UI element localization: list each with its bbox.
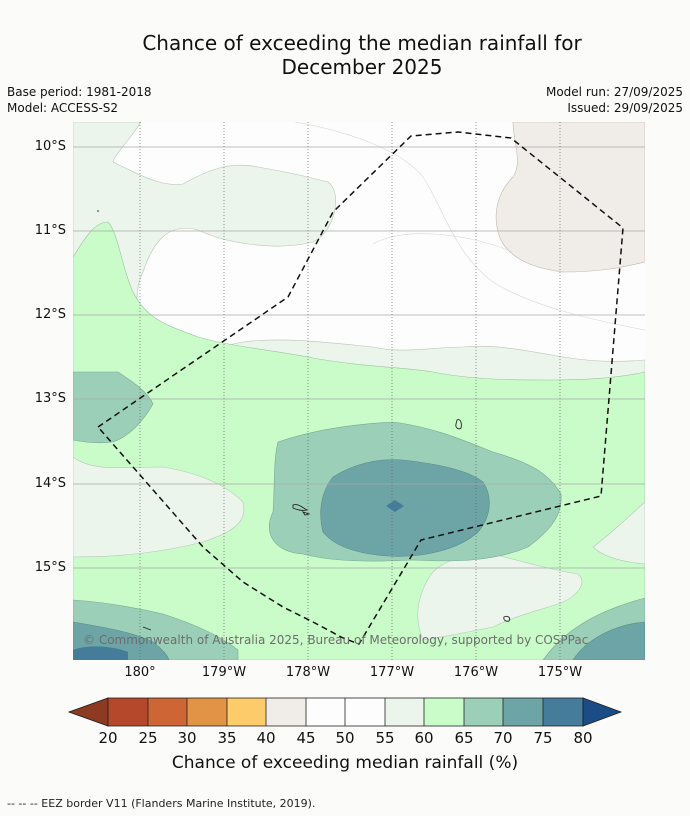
colorbar-tick: 55 xyxy=(375,729,395,747)
gridlines xyxy=(73,146,645,569)
rainfall-map xyxy=(73,122,645,660)
title-line-1: Chance of exceeding the median rainfall … xyxy=(142,31,582,55)
colorbar-tick: 70 xyxy=(493,729,513,747)
region-65-70-west xyxy=(73,371,154,444)
base-period: Base period: 1981-2018 xyxy=(7,85,152,99)
colorbar-tick: 20 xyxy=(98,729,118,747)
contour-line xyxy=(294,122,645,331)
colorbar-tick: 80 xyxy=(573,729,593,747)
lat-label-10s: 10°S xyxy=(34,139,66,154)
region-55-60-east xyxy=(592,501,645,565)
issued-date: Issued: 29/09/2025 xyxy=(567,101,683,115)
colorbar-tick: 35 xyxy=(217,729,237,747)
lat-label-15s: 15°S xyxy=(34,560,66,575)
colorbar-tick: 50 xyxy=(335,729,355,747)
colorbar-30-35 xyxy=(187,698,227,726)
colorbar-tick: 45 xyxy=(296,729,316,747)
colorbar-45-50 xyxy=(306,698,345,726)
eez-footnote: -- -- -- EEZ border V11 (Flanders Marine… xyxy=(7,797,316,810)
eez-border xyxy=(96,131,624,645)
contour-line xyxy=(372,233,514,253)
model-name: Model: ACCESS-S2 xyxy=(7,101,119,115)
colorbar-tick: 30 xyxy=(177,729,197,747)
colorbar-dividers xyxy=(107,697,584,727)
colorbar-tick: 40 xyxy=(256,729,276,747)
lat-label-13s: 13°S xyxy=(34,391,66,406)
colorbar-tick: 75 xyxy=(533,729,553,747)
colorbar-70-75 xyxy=(503,698,543,726)
meta-right: Model run: 27/09/2025 Issued: 29/09/2025 xyxy=(546,84,683,116)
colorbar-40-45 xyxy=(266,698,306,726)
region-40-45-northeast xyxy=(495,122,645,273)
colorbar-25-30 xyxy=(148,698,187,726)
colorbar-below-20 xyxy=(68,697,109,727)
colorbar-20-25 xyxy=(108,698,148,726)
colorbar-50-55 xyxy=(345,698,385,726)
colorbar xyxy=(68,697,623,727)
colorbar-60-65 xyxy=(424,698,464,726)
colorbar-above-80 xyxy=(582,697,623,727)
colorbar-tick: 65 xyxy=(454,729,474,747)
lon-label-177w: 177°W xyxy=(369,665,415,680)
lat-label-11s: 11°S xyxy=(34,223,66,238)
island xyxy=(292,504,311,516)
lat-label-12s: 12°S xyxy=(34,307,66,322)
island xyxy=(97,210,99,212)
copyright-notice: © Commonwealth of Australia 2025, Bureau… xyxy=(83,633,589,647)
meta-left: Base period: 1981-2018 Model: ACCESS-S2 xyxy=(7,84,152,116)
island xyxy=(455,419,462,430)
lon-label-179w: 179°W xyxy=(201,665,247,680)
region-75-80-center xyxy=(386,500,404,512)
title-line-2: December 2025 xyxy=(281,55,443,79)
lon-label-178w: 178°W xyxy=(285,665,331,680)
lat-label-14s: 14°S xyxy=(34,476,66,491)
lon-label-175w: 175°W xyxy=(537,665,583,680)
lon-label-180: 180° xyxy=(124,665,156,680)
colorbar-tick: 60 xyxy=(414,729,434,747)
region-70-75-southeast xyxy=(572,621,645,660)
colorbar-tick: 25 xyxy=(138,729,158,747)
colorbar-55-60 xyxy=(385,698,424,726)
colorbar-35-40 xyxy=(227,698,266,726)
region-70-75-center xyxy=(320,459,490,557)
colorbar-65-70 xyxy=(464,698,503,726)
chart-title: Chance of exceeding the median rainfall … xyxy=(0,31,690,79)
colorbar-label: Chance of exceeding median rainfall (%) xyxy=(171,753,519,773)
colorbar-75-80 xyxy=(543,698,583,726)
model-run: Model run: 27/09/2025 xyxy=(545,85,683,99)
lon-label-176w: 176°W xyxy=(453,665,499,680)
island xyxy=(503,615,511,622)
island xyxy=(142,626,152,631)
region-75-80-south xyxy=(73,646,128,660)
map-panel xyxy=(73,122,645,660)
